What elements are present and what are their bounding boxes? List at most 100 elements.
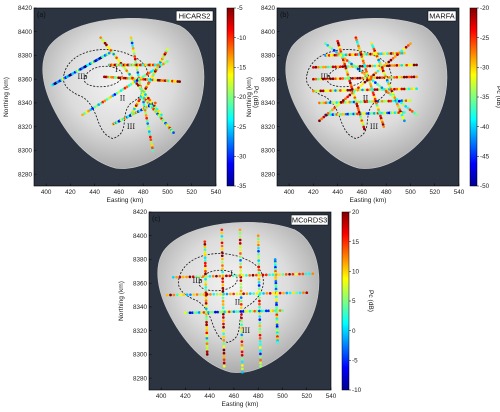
colorbar-tick-label: -15 [237,65,247,72]
data-point [391,94,395,98]
data-point [185,293,189,297]
region-label-i: I [358,66,361,74]
data-point [257,268,261,272]
data-point [354,53,357,56]
data-point [294,272,298,276]
data-point [324,101,328,105]
data-point [311,272,315,276]
data-point [130,39,133,42]
data-point [185,275,188,279]
data-point [275,321,279,325]
track-9 [141,95,175,134]
data-point [203,261,207,265]
data-point [274,289,278,293]
data-point [275,305,278,309]
data-point [222,338,226,342]
data-point [328,110,332,113]
region-contour-inner [83,65,123,88]
data-point [363,52,367,56]
data-point [115,56,118,60]
data-point [347,77,351,81]
data-point [239,258,242,262]
data-point [324,65,328,69]
data-point [352,112,356,116]
track-5 [273,258,279,344]
data-point [267,309,270,313]
data-point [133,57,137,61]
data-point [348,65,352,68]
data-point [166,48,169,51]
data-point [356,42,360,46]
data-point [131,47,135,50]
data-point [238,235,242,238]
data-point [227,310,231,314]
region-contour-outer [306,49,392,139]
data-point [268,291,272,295]
data-point [223,310,227,314]
data-point [151,146,154,150]
data-point [131,76,134,80]
data-point [222,292,226,296]
data-point [199,293,202,296]
data-point [204,307,208,311]
data-point [258,296,261,300]
track-3 [99,36,163,117]
data-point [275,303,278,307]
data-point [335,101,339,104]
colorbar-tick-label: -45 [480,154,490,161]
data-point [378,100,382,103]
data-point [354,65,358,69]
colorbar-label: Pc (dB) [252,86,259,108]
data-point [407,87,411,91]
data-point [189,293,192,297]
data-point [378,67,382,71]
data-point [350,62,353,66]
data-point [97,103,101,106]
y-tick-label: 8380 [261,53,276,60]
data-point [220,231,224,235]
data-point [345,59,349,62]
data-point [378,76,382,80]
data-point [402,47,406,51]
data-point [381,121,384,124]
data-point [384,89,388,93]
track-11 [324,42,418,117]
data-point [221,264,224,267]
data-point [134,60,138,64]
data-point [379,114,382,118]
data-point [275,315,279,319]
data-point [288,291,292,295]
x-tick-label: 480 [381,189,392,196]
data-point [101,100,105,104]
data-point [363,80,367,84]
data-point [361,59,365,63]
data-point [228,274,232,278]
data-point [412,75,416,79]
data-point [284,273,288,276]
data-point [291,272,295,276]
data-point [102,39,105,43]
data-point [239,296,243,299]
data-point [333,106,336,110]
y-tick-label: 8380 [133,257,148,264]
data-point [343,77,347,80]
data-point [391,111,395,115]
data-point [292,291,295,295]
data-point [123,67,127,71]
data-point [385,99,388,103]
colorbar [341,211,350,391]
data-point [99,36,103,40]
data-point [251,309,254,313]
data-point [339,77,342,80]
y-tick-label: 8280 [261,171,276,178]
data-point [356,67,360,71]
data-point [272,291,275,295]
data-point [369,77,373,81]
data-point [137,77,141,81]
data-point [221,296,225,300]
data-point [367,52,371,56]
data-point [385,62,388,66]
data-point [351,76,355,80]
data-point [350,91,354,95]
data-point [113,54,117,58]
